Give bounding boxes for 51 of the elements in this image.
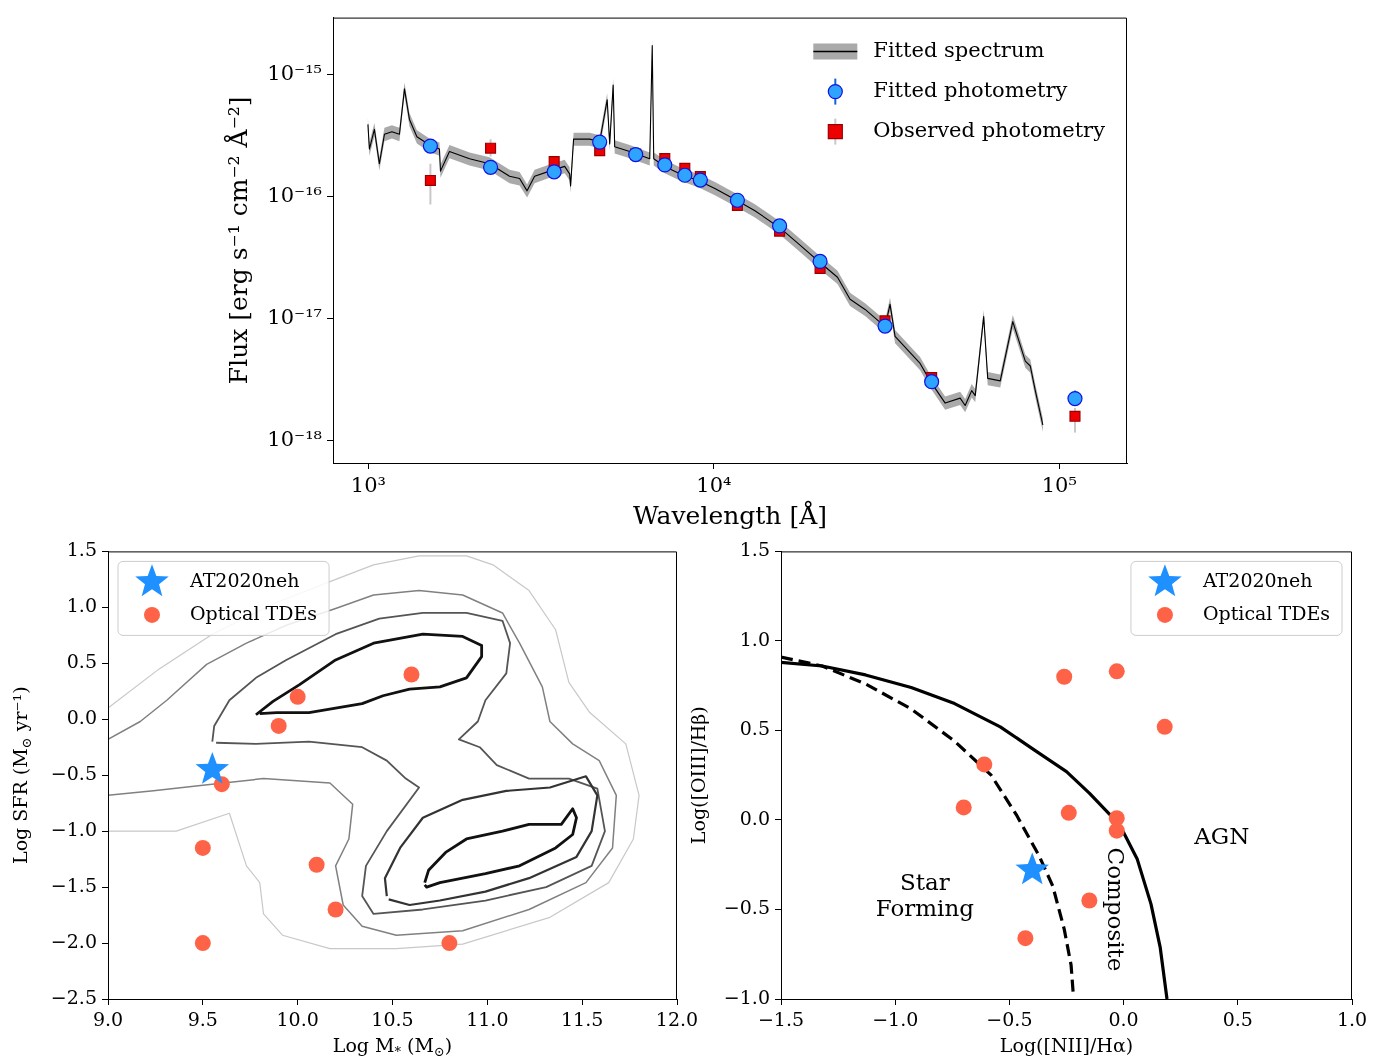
y-axis-title: Flux [erg s⁻¹ cm⁻² Å⁻²]	[222, 96, 253, 385]
x-tick-label: −0.5	[986, 1008, 1033, 1031]
legend-label: Optical TDEs	[190, 601, 318, 624]
x-tick-label: 12.0	[655, 1008, 699, 1031]
legend-label: Optical TDEs	[1202, 601, 1330, 624]
y-tick-label: 0.5	[739, 717, 770, 740]
x-tick-label: 0.5	[1222, 1008, 1253, 1031]
y-tick-label: 10⁻¹⁶	[267, 182, 322, 207]
annotation: Star Forming	[875, 868, 975, 922]
y-axis-title: Log SFR (M⊙ yr⁻¹)	[8, 686, 35, 864]
x-tick-label: 10⁵	[1041, 473, 1077, 498]
y-tick-label: 1.0	[739, 627, 770, 650]
y-tick-label: −0.5	[50, 762, 97, 785]
y-tick-label: 0.0	[66, 706, 97, 729]
x-tick-label: 9.0	[92, 1008, 124, 1031]
y-tick-label: −0.5	[723, 896, 770, 919]
x-tick-label: 11.0	[466, 1008, 509, 1031]
x-tick-label: 11.5	[561, 1008, 604, 1031]
x-tick-label: 1.0	[1336, 1008, 1368, 1031]
y-tick-label: 0.5	[66, 650, 97, 673]
y-tick-label: 1.5	[739, 538, 770, 561]
y-tick-label: −1.0	[723, 985, 770, 1008]
x-tick-label: 10.5	[371, 1008, 414, 1031]
y-tick-label: 1.0	[66, 594, 97, 617]
x-tick-label: 0.0	[1108, 1008, 1139, 1031]
x-axis-title: Log([NII]/Hα)	[999, 1033, 1134, 1056]
annotation: Composite	[1103, 847, 1130, 972]
annotation: AGN	[1193, 822, 1250, 849]
y-tick-label: 10⁻¹⁵	[267, 60, 322, 85]
y-tick-label: 10⁻¹⁷	[267, 305, 322, 330]
y-axis-title: Log([OIII]/Hβ)	[686, 706, 709, 845]
x-axis-title: Log M* (M⊙)	[332, 1033, 453, 1060]
y-tick-label: 10⁻¹⁸	[267, 427, 322, 452]
x-tick-label: −1.0	[872, 1008, 919, 1031]
x-tick-label: 10.0	[276, 1008, 319, 1031]
y-tick-label: −1.0	[50, 818, 97, 841]
legend-label: Observed photometry	[873, 118, 1106, 143]
y-tick-label: −1.5	[50, 874, 97, 897]
x-axis-title: Wavelength [Å]	[633, 499, 827, 530]
legend-label: AT2020neh	[189, 568, 300, 591]
x-tick-label: 9.5	[187, 1008, 218, 1031]
x-tick-label: −1.5	[757, 1008, 805, 1031]
y-tick-label: −2.5	[50, 985, 97, 1008]
y-tick-label: 0.0	[739, 806, 770, 829]
x-tick-label: 10³	[350, 473, 386, 498]
y-tick-label: 1.5	[66, 538, 97, 561]
x-tick-label: 10⁴	[696, 473, 732, 498]
legend-label: Fitted photometry	[873, 78, 1068, 103]
legend-label: Fitted spectrum	[873, 38, 1045, 63]
y-tick-label: −2.0	[50, 929, 97, 952]
legend-label: AT2020neh	[1201, 568, 1313, 591]
